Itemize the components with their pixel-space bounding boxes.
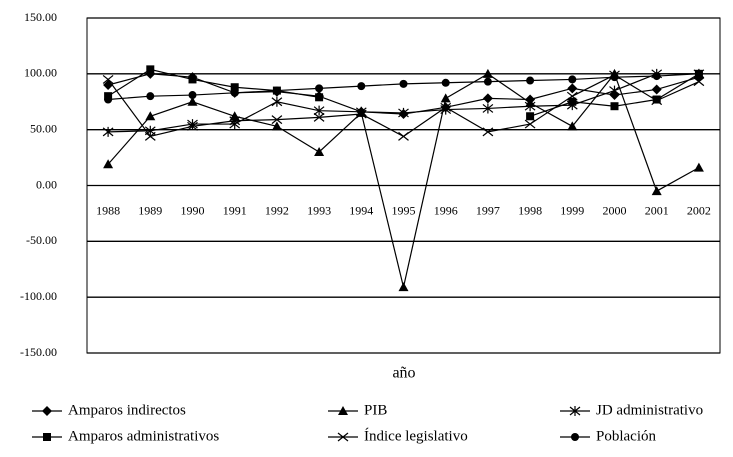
data-point bbox=[399, 79, 408, 88]
y-tick-label: 100.00 bbox=[24, 66, 57, 80]
data-point bbox=[146, 92, 155, 101]
data-point bbox=[230, 88, 239, 97]
legend-marker bbox=[42, 406, 52, 416]
data-point bbox=[357, 82, 366, 91]
data-point bbox=[102, 126, 114, 137]
legend-marker bbox=[571, 433, 579, 441]
legend-label: PIB bbox=[364, 402, 387, 418]
legend-marker bbox=[337, 432, 349, 442]
data-point bbox=[651, 186, 662, 196]
x-tick-label: 1994 bbox=[349, 203, 373, 217]
x-tick-label: 1991 bbox=[223, 203, 247, 217]
y-tick-label: -100.00 bbox=[20, 289, 57, 303]
data-point bbox=[104, 95, 113, 104]
data-point bbox=[440, 93, 451, 103]
data-point bbox=[526, 112, 535, 121]
data-point bbox=[103, 159, 114, 169]
y-tick-label: -50.00 bbox=[26, 233, 57, 247]
data-point bbox=[145, 111, 156, 121]
data-point bbox=[313, 105, 325, 116]
data-point bbox=[313, 112, 325, 122]
data-point bbox=[694, 69, 703, 78]
data-point bbox=[230, 83, 239, 92]
data-point bbox=[524, 101, 536, 112]
x-tick-label: 2000 bbox=[603, 203, 627, 217]
data-point bbox=[272, 86, 281, 95]
x-tick-label: 2001 bbox=[645, 203, 669, 217]
x-tick-label: 1992 bbox=[265, 203, 289, 217]
data-point bbox=[398, 107, 409, 118]
data-point bbox=[102, 74, 114, 84]
data-point bbox=[651, 84, 662, 95]
data-point bbox=[482, 68, 493, 78]
data-point bbox=[187, 96, 198, 106]
legend-marker bbox=[338, 406, 348, 415]
data-point bbox=[652, 72, 661, 81]
data-point bbox=[651, 96, 663, 106]
x-tick-label: 1997 bbox=[476, 203, 500, 217]
data-point bbox=[693, 77, 705, 87]
data-point bbox=[398, 282, 409, 292]
data-point bbox=[483, 77, 492, 86]
data-point bbox=[187, 121, 198, 131]
legend-label: Amparos indirectos bbox=[68, 402, 186, 418]
data-point bbox=[567, 83, 578, 94]
legend-marker bbox=[43, 433, 51, 441]
data-point bbox=[355, 109, 367, 119]
data-point bbox=[610, 102, 619, 111]
data-point bbox=[568, 97, 577, 106]
data-point bbox=[146, 65, 155, 74]
data-point bbox=[398, 131, 409, 141]
x-tick-label: 1996 bbox=[434, 203, 458, 217]
data-point bbox=[188, 91, 197, 100]
x-tick-label: 1989 bbox=[138, 203, 162, 217]
data-point bbox=[440, 102, 452, 112]
x-tick-label: 1990 bbox=[181, 203, 205, 217]
x-tick-label: 2002 bbox=[687, 203, 711, 217]
data-point bbox=[566, 91, 578, 101]
data-point bbox=[482, 103, 494, 114]
data-point bbox=[229, 111, 240, 121]
data-point bbox=[271, 96, 283, 107]
data-point bbox=[526, 76, 535, 85]
x-tick-label: 1995 bbox=[392, 203, 416, 217]
data-point bbox=[440, 104, 452, 115]
data-point bbox=[229, 116, 241, 126]
data-point bbox=[315, 84, 324, 93]
data-point bbox=[524, 119, 536, 129]
data-point bbox=[314, 147, 325, 156]
data-point bbox=[271, 121, 282, 131]
x-tick-label: 1998 bbox=[518, 203, 542, 217]
legend-label: Amparos administrativos bbox=[68, 428, 219, 444]
data-point bbox=[482, 93, 493, 104]
legend-label: JD administrativo bbox=[596, 402, 703, 418]
y-tick-label: -150.00 bbox=[20, 345, 57, 359]
data-point bbox=[693, 162, 704, 172]
y-tick-label: 150.00 bbox=[24, 10, 57, 24]
data-point bbox=[568, 75, 577, 84]
x-tick-label: 1993 bbox=[307, 203, 331, 217]
data-point bbox=[188, 75, 197, 84]
data-point bbox=[441, 78, 450, 87]
y-tick-label: 50.00 bbox=[30, 121, 57, 135]
data-point bbox=[610, 73, 619, 82]
x-tick-label: 1999 bbox=[560, 203, 584, 217]
x-axis-label: año bbox=[392, 365, 415, 382]
legend-marker bbox=[569, 406, 581, 416]
data-point bbox=[482, 127, 494, 137]
data-point bbox=[652, 95, 661, 104]
data-point bbox=[567, 121, 578, 131]
data-point bbox=[315, 93, 324, 102]
data-point bbox=[609, 85, 620, 96]
data-point bbox=[144, 131, 156, 141]
legend-label: Población bbox=[596, 428, 656, 444]
legend-label: Índice legislativo bbox=[364, 427, 468, 444]
x-tick-label: 1988 bbox=[96, 203, 120, 217]
y-tick-label: 0.00 bbox=[36, 177, 57, 191]
data-point bbox=[271, 115, 283, 125]
